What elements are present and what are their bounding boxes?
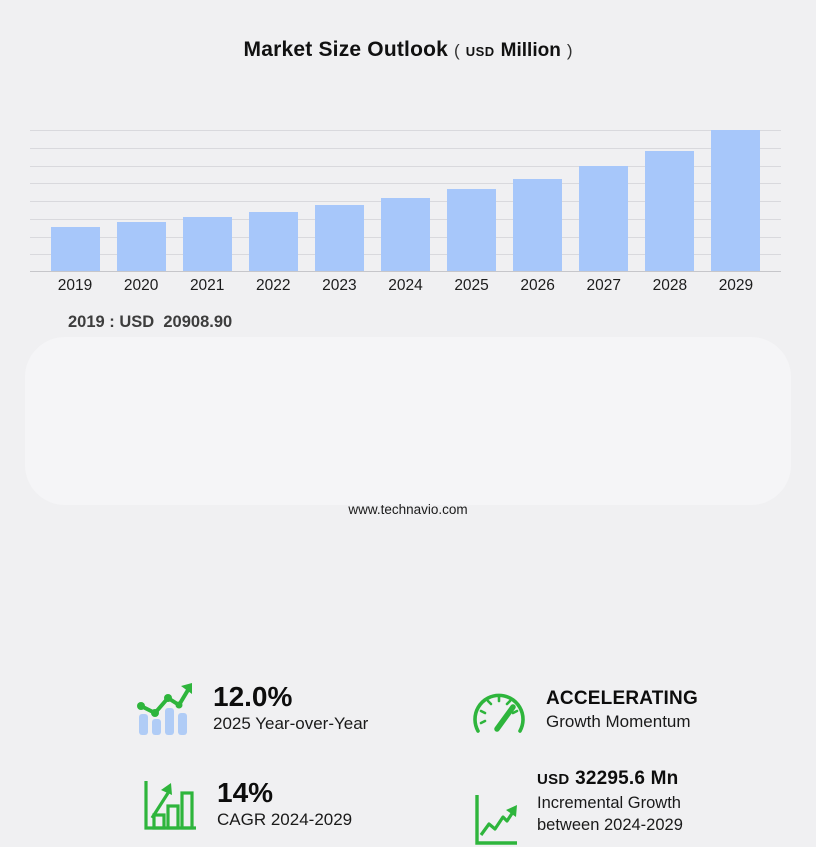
bar-2026[interactable] [513, 179, 563, 271]
growth-line-icon [475, 795, 517, 845]
stat-yoy-label: 2025 Year-over-Year [213, 714, 369, 733]
bar-slot-2028 [637, 130, 703, 271]
bar-2028[interactable] [645, 150, 695, 271]
x-tick-label-2019: 2019 [57, 277, 93, 294]
stat-cagr-label: CAGR 2024-2029 [217, 810, 353, 829]
x-tick-label-2021: 2021 [189, 277, 225, 294]
x-tick-label-2024: 2024 [388, 277, 423, 294]
title-paren-open: ( [454, 41, 460, 60]
gridline [30, 165, 781, 167]
bar-slot-2022 [240, 130, 306, 271]
x-tick-label-2025: 2025 [454, 277, 489, 294]
bar-2024[interactable] [380, 198, 430, 271]
x-tick-label-2026: 2026 [520, 277, 555, 294]
stat-momentum: ACCELERATING Growth Momentum [470, 687, 698, 737]
x-tick-label-2023: 2023 [322, 277, 357, 294]
bar-slot-2027 [571, 130, 637, 271]
plot-area [30, 129, 781, 272]
website-link[interactable]: www.technavio.com [348, 502, 468, 517]
stat-incremental-value: USD 32295.6 Mn [537, 767, 717, 792]
stat-yoy: 12.0% 2025 Year-over-Year [135, 681, 368, 737]
bar-trend-icon [137, 683, 192, 735]
bar-slot-2020 [108, 130, 174, 271]
title-unit: Million [500, 40, 561, 61]
x-tick-label-2022: 2022 [256, 277, 291, 294]
title-main: Market Size Outlook [243, 38, 449, 61]
stat-cagr-value: 14% [217, 777, 274, 808]
bar-2027[interactable] [579, 166, 629, 271]
x-tick-label-2028: 2028 [652, 277, 688, 294]
title-currency: USD [465, 44, 495, 59]
x-axis-labels: 2019 2020 2021 2022 2023 2024 2025 2026 2027 2028… [30, 277, 781, 295]
stat-incremental-amount: 32295.6 Mn [575, 768, 679, 789]
bar-2019[interactable] [50, 226, 100, 271]
stat-incremental: USD 32295.6 Mn Incremental Growth betwee… [473, 767, 717, 847]
base-year-annotation: 2019 : USD 20908.90 [68, 313, 233, 331]
bar-2020[interactable] [116, 221, 166, 271]
stat-momentum-label: Growth Momentum [546, 712, 691, 731]
x-tick-label-2027: 2027 [586, 277, 621, 294]
bar-2029[interactable] [711, 129, 761, 271]
gridline [30, 147, 781, 149]
bar-slot-2024 [372, 130, 438, 271]
gridline [30, 130, 781, 131]
title-paren-close: ) [566, 41, 573, 60]
x-tick-label-2029: 2029 [718, 277, 754, 294]
bar-slot-2023 [306, 130, 372, 271]
stat-momentum-value: ACCELERATING [546, 688, 698, 709]
bar-slot-2025 [439, 130, 505, 271]
growth-bars-icon [144, 781, 196, 830]
stats-panel: 12.0% 2025 Year-over-Year ACCELERATING G… [25, 337, 791, 845]
bar-2022[interactable] [248, 211, 298, 271]
x-tick-label-2020: 2020 [123, 277, 159, 294]
bar-slot-2029 [703, 129, 769, 271]
chart-title: Market Size Outlook ( USD Million ) [0, 38, 816, 62]
bars-row [30, 129, 781, 271]
bar-slot-2021 [174, 130, 240, 271]
gridline [30, 183, 781, 185]
stat-yoy-value: 12.0% [213, 681, 293, 712]
stat-incremental-currency: USD [537, 771, 570, 788]
bar-2025[interactable] [447, 189, 497, 271]
bar-2021[interactable] [182, 217, 232, 271]
bar-slot-2026 [505, 130, 571, 271]
bar-slot-2019 [42, 130, 108, 271]
speedometer-icon [473, 693, 525, 733]
stat-cagr: 14% CAGR 2024-2029 [141, 777, 352, 833]
bar-2023[interactable] [314, 204, 364, 271]
stat-incremental-label: Incremental Growth between 2024-2029 [537, 794, 683, 834]
